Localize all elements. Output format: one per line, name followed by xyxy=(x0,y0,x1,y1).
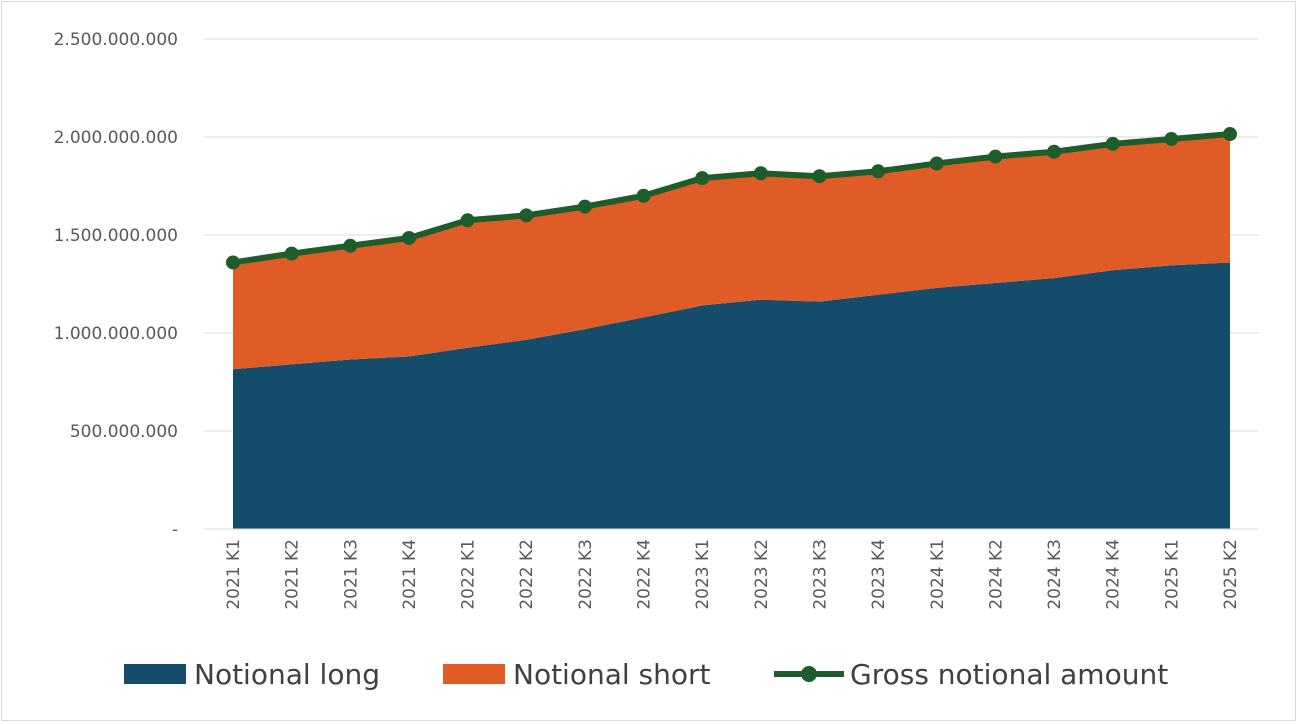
legend-item-gross-notional-amount: Gross notional amount xyxy=(774,658,1168,691)
y-tick-label: 1.000.000.000 xyxy=(54,324,178,344)
gross-notional-point xyxy=(401,230,416,245)
legend-swatch xyxy=(443,664,505,684)
stacked-areas xyxy=(233,134,1230,529)
gross-notional-point xyxy=(226,255,240,270)
legend-label: Notional short xyxy=(513,658,711,691)
gross-notional-point xyxy=(871,164,886,179)
x-tick-label: 2024 K3 xyxy=(1045,539,1065,610)
gross-notional-point xyxy=(343,238,358,253)
gross-notional-point xyxy=(1164,131,1179,146)
x-tick-label: 2025 K2 xyxy=(1221,539,1241,610)
x-tick-label: 2023 K2 xyxy=(752,539,772,610)
x-tick-label: 2024 K1 xyxy=(928,539,948,610)
y-tick-label: 2.500.000.000 xyxy=(54,30,178,50)
y-tick-label: 1.500.000.000 xyxy=(54,226,178,246)
x-tick-label: 2023 K3 xyxy=(810,539,830,610)
x-tick-label: 2025 K1 xyxy=(1162,539,1182,610)
x-axis-ticks: 2021 K1 2021 K2 2021 K3 2021 K4 2022 K1 2022 … xyxy=(204,528,1259,610)
gross-notional-point xyxy=(753,166,768,181)
y-axis-ticks: - 500.000.000 1.000.000.000 1.500.000.000 2.… xyxy=(54,30,178,540)
x-tick-label: 2022 K4 xyxy=(635,539,655,610)
gross-notional-point xyxy=(988,149,1003,164)
area-notional-long xyxy=(233,262,1230,529)
x-tick-label: 2021 K1 xyxy=(224,539,244,610)
gross-line xyxy=(226,127,1237,270)
gross-notional-point xyxy=(929,156,944,171)
y-tick-label: 500.000.000 xyxy=(70,422,178,442)
legend-item-notional-long: Notional long xyxy=(124,658,380,691)
x-tick-label: 2023 K4 xyxy=(869,539,889,610)
gross-notional-point xyxy=(812,169,827,184)
area-notional-short xyxy=(233,134,1230,370)
x-tick-label: 2024 K4 xyxy=(1104,539,1124,610)
x-tick-label: 2024 K2 xyxy=(986,539,1006,610)
gross-notional-point xyxy=(284,246,299,261)
legend: Notional long Notional short Gross notiona… xyxy=(124,658,1168,691)
legend-label: Notional long xyxy=(194,658,380,691)
gross-notional-point xyxy=(460,213,475,228)
x-tick-label: 2022 K2 xyxy=(517,539,537,610)
gross-notional-point xyxy=(636,188,651,203)
x-tick-label: 2021 K3 xyxy=(341,539,361,610)
legend-swatch xyxy=(124,664,186,684)
x-tick-label: 2021 K2 xyxy=(283,539,303,610)
legend-label: Gross notional amount xyxy=(850,658,1168,691)
gross-notional-point xyxy=(1105,136,1120,151)
y-tick-label: 2.000.000.000 xyxy=(54,128,178,148)
legend-swatch-marker xyxy=(801,666,817,682)
y-tick-label: - xyxy=(172,520,178,540)
gross-notional-point xyxy=(1223,127,1237,142)
x-tick-label: 2022 K1 xyxy=(459,539,479,610)
gross-notional-point xyxy=(1047,144,1062,159)
gross-notional-point xyxy=(577,199,592,214)
gross-notional-point xyxy=(519,208,534,223)
x-tick-label: 2021 K4 xyxy=(400,539,420,610)
gross-notional-line xyxy=(232,131,1231,266)
legend-item-notional-short: Notional short xyxy=(443,658,711,691)
x-tick-label: 2022 K3 xyxy=(576,539,596,610)
gross-notional-point xyxy=(695,171,710,186)
x-tick-label: 2023 K1 xyxy=(693,539,713,610)
